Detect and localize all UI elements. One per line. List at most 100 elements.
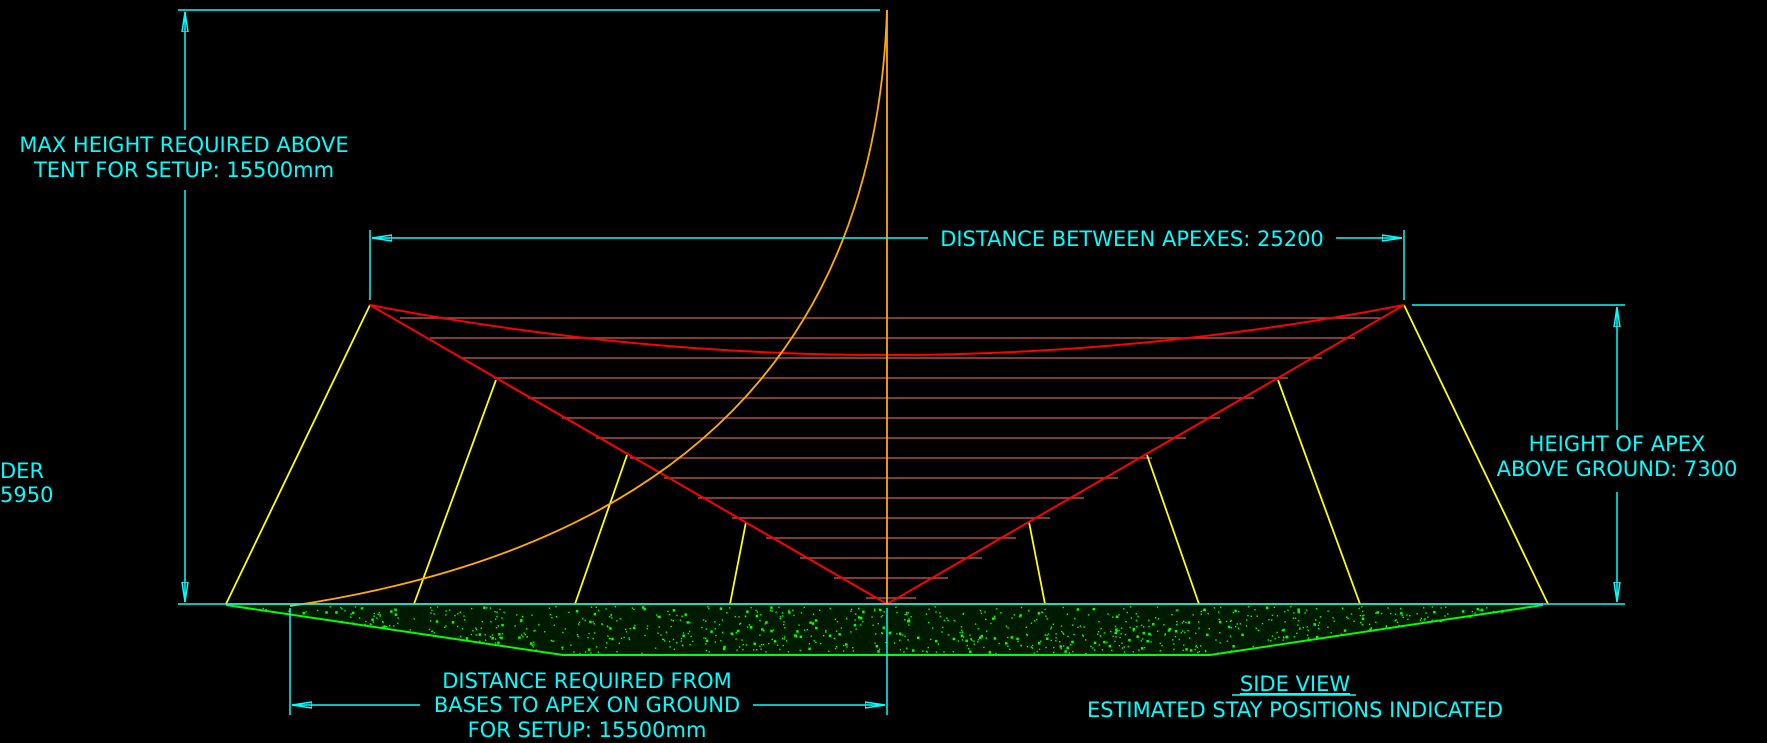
ground-speckle xyxy=(618,642,620,644)
ground-speckle xyxy=(735,638,737,640)
ground-speckle xyxy=(463,615,465,617)
ground-speckle xyxy=(705,649,708,652)
ground-speckle xyxy=(610,614,612,617)
ground-speckle xyxy=(670,619,673,621)
ground-speckle xyxy=(840,627,843,629)
ground-speckle xyxy=(498,633,501,636)
ground-speckle xyxy=(1045,615,1047,617)
ground-speckle xyxy=(1112,635,1114,637)
ground-speckle xyxy=(1176,621,1178,623)
ground-speckle xyxy=(878,608,881,610)
ground-speckle xyxy=(1135,619,1138,622)
ground-speckle xyxy=(985,618,987,620)
ground-speckle xyxy=(616,651,618,653)
ground-speckle xyxy=(1055,640,1057,642)
ground-speckle xyxy=(1402,616,1404,619)
ground-speckle xyxy=(742,644,744,646)
ground-speckle xyxy=(1031,644,1034,647)
ground-speckle xyxy=(1486,607,1488,609)
ground-speckle xyxy=(1375,621,1377,623)
ground-speckle xyxy=(1120,627,1123,629)
ground-speckle xyxy=(1420,617,1423,620)
ground-speckle xyxy=(1267,639,1269,641)
ground-speckle xyxy=(1053,651,1055,654)
ground-speckle xyxy=(1270,640,1272,642)
ground-speckle xyxy=(1044,608,1046,611)
ground-speckle xyxy=(1187,629,1189,632)
ground-speckle xyxy=(503,611,505,614)
ground-speckle xyxy=(1076,608,1080,611)
ground-speckle xyxy=(484,639,487,641)
ground-speckle xyxy=(771,610,773,612)
ground-speckle xyxy=(1427,616,1429,618)
ground-speckle xyxy=(521,616,524,618)
ground-speckle xyxy=(590,652,592,654)
ground-speckle xyxy=(877,650,880,653)
ground-speckle xyxy=(1327,610,1329,612)
ground-speckle xyxy=(1174,635,1177,638)
ground-speckle xyxy=(1163,624,1165,626)
ground-speckle xyxy=(710,630,713,633)
ground-speckle xyxy=(1050,639,1052,642)
ground-speckle xyxy=(544,631,546,633)
ground-speckle xyxy=(702,619,705,621)
ground-speckle xyxy=(631,607,634,609)
ground-speckle xyxy=(952,637,956,641)
ground-speckle xyxy=(1195,645,1197,648)
ground-speckle xyxy=(1252,645,1254,648)
ground-speckle xyxy=(1066,646,1069,650)
ground-speckle xyxy=(1195,644,1198,647)
ground-speckle xyxy=(1225,620,1228,623)
ground-speckle xyxy=(1140,647,1144,650)
ground-speckle xyxy=(576,634,579,636)
ground-speckle xyxy=(1018,616,1021,618)
ground-speckle xyxy=(1142,631,1145,635)
ground-speckle xyxy=(325,611,328,614)
ground-speckle xyxy=(584,619,586,622)
ground-speckle xyxy=(761,628,764,631)
ground-speckle xyxy=(1319,616,1322,618)
ground-speckle xyxy=(1327,626,1329,628)
ground-speckle xyxy=(1468,615,1472,618)
ground-speckle xyxy=(1085,652,1087,655)
ground-speckle xyxy=(759,614,762,616)
ground-speckle xyxy=(1230,619,1232,622)
ground-speckle xyxy=(555,606,557,608)
ground-speckle xyxy=(799,635,803,638)
ground-speckle xyxy=(738,646,741,648)
ground-speckle xyxy=(1294,617,1297,619)
ground-speckle xyxy=(1284,621,1286,623)
ground-speckle xyxy=(971,639,973,641)
ground-speckle xyxy=(730,632,732,634)
ground-speckle xyxy=(986,630,988,632)
ground-speckle xyxy=(952,651,955,653)
ground-speckle xyxy=(1398,624,1400,627)
ground-speckle xyxy=(494,638,497,640)
ground-speckle xyxy=(1419,619,1422,621)
ground-speckle xyxy=(428,628,431,631)
ground-speckle xyxy=(1112,616,1114,618)
ground-speckle xyxy=(815,626,818,630)
ground-speckle xyxy=(577,635,579,638)
ground-speckle xyxy=(430,612,432,614)
ground-speckle xyxy=(1159,650,1161,652)
ground-speckle xyxy=(1108,644,1112,648)
ground-speckle xyxy=(1308,637,1310,639)
ground-speckle xyxy=(1168,627,1172,631)
ground-speckle xyxy=(1156,606,1159,608)
ground-speckle xyxy=(1150,634,1152,636)
ground-speckle xyxy=(1250,615,1252,618)
ground-speckle xyxy=(1172,639,1174,641)
ground-speckle xyxy=(957,640,960,642)
ground-speckle xyxy=(597,609,600,612)
ground-speckle xyxy=(786,640,788,642)
ground-speckle xyxy=(551,640,553,642)
ground-speckle xyxy=(662,638,664,640)
ground-speckle xyxy=(1148,632,1151,636)
ground-speckle xyxy=(904,635,906,637)
ground-speckle xyxy=(1318,627,1320,630)
ground-speckle xyxy=(994,617,996,619)
ground-speckle xyxy=(1297,610,1300,614)
ground-speckle xyxy=(1045,646,1047,649)
